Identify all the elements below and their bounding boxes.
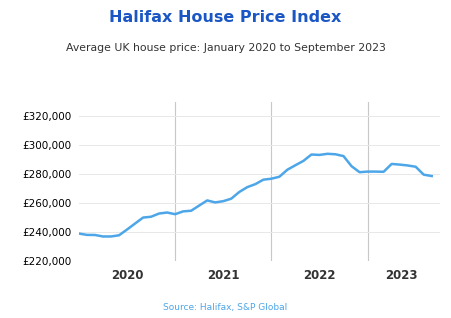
Text: Average UK house price: January 2020 to September 2023: Average UK house price: January 2020 to … (65, 43, 386, 53)
Text: 2021: 2021 (207, 269, 239, 282)
Text: Halifax House Price Index: Halifax House Price Index (109, 10, 342, 24)
Text: Source: Halifax, S&P Global: Source: Halifax, S&P Global (163, 303, 288, 312)
Text: 2022: 2022 (303, 269, 336, 282)
Text: 2020: 2020 (111, 269, 143, 282)
Text: 2023: 2023 (385, 269, 418, 282)
